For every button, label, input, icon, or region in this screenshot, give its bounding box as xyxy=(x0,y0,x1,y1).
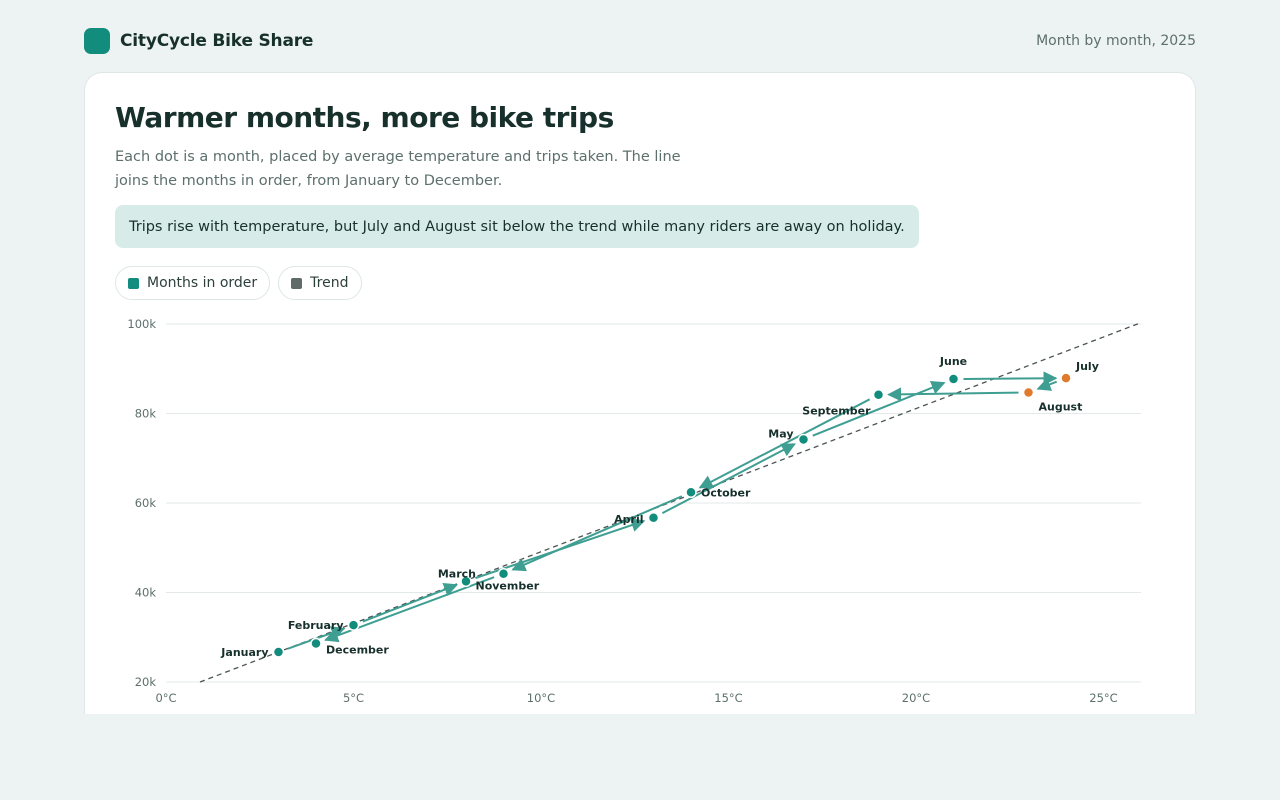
y-tick-label-80k: 80k xyxy=(135,407,157,421)
legend-label-trend: Trend xyxy=(310,275,349,291)
point-august xyxy=(1022,386,1035,399)
legend: Months in order Trend xyxy=(115,266,362,300)
point-february xyxy=(347,619,360,631)
month-points-group: January February March April May June July Augu… xyxy=(220,355,1099,659)
point-label-may: May xyxy=(768,427,793,440)
chart-subtitle: Each dot is a month, placed by average t… xyxy=(115,149,681,189)
y-tick-label-20k: 20k xyxy=(135,675,157,689)
x-tick-label-25: 25°C xyxy=(1089,691,1117,705)
legend-swatch-months-icon xyxy=(128,277,139,289)
path-segment-september-to-october xyxy=(698,398,871,489)
insight-callout: Trips rise with temperature, but July an… xyxy=(115,205,919,248)
grid-lines xyxy=(166,323,1141,683)
point-october xyxy=(685,486,697,499)
x-tick-label-20: 20°C xyxy=(902,691,930,705)
axis-labels: 20k 40k 60k 80k 100k 0°C 5°C 10°C 15°C 20°C 25°C xyxy=(127,317,1117,705)
point-label-september: September xyxy=(802,405,871,418)
path-segment-august-to-september xyxy=(887,387,1019,402)
y-tick-label-100k: 100k xyxy=(127,317,156,331)
point-july xyxy=(1060,372,1072,384)
path-segment-february-to-march xyxy=(362,582,458,623)
point-label-november: November xyxy=(476,580,540,593)
trend-line xyxy=(199,322,1142,683)
page-title: Warmer months, more bike trips xyxy=(115,101,614,134)
path-segment-october-to-november xyxy=(511,495,683,572)
brand-logo-icon xyxy=(84,28,110,54)
period-label: Month by month, 2025 xyxy=(1036,33,1196,49)
legend-label-months: Months in order xyxy=(147,275,258,291)
x-tick-label-15: 15°C xyxy=(714,691,742,705)
path-segment-november-to-december xyxy=(324,576,495,643)
point-may xyxy=(797,433,810,446)
top-bar: CityCycle Bike Share Month by month, 202… xyxy=(84,28,1196,54)
point-label-february: February xyxy=(288,619,344,632)
scatter-chart: January February March April May June July Augu… xyxy=(127,317,1142,705)
point-april xyxy=(647,512,660,524)
legend-chip-trend[interactable]: Trend xyxy=(278,266,362,300)
point-label-june: June xyxy=(939,355,967,368)
point-label-july: July xyxy=(1075,360,1099,373)
point-november xyxy=(497,567,510,580)
path-segment-may-to-june xyxy=(812,380,946,437)
path-segment-june-to-july xyxy=(963,371,1058,386)
x-tick-label-0: 0°C xyxy=(155,691,176,705)
point-label-august: August xyxy=(1039,400,1083,413)
point-label-january: January xyxy=(220,646,268,659)
point-label-april: April xyxy=(614,513,643,526)
x-tick-label-5: 5°C xyxy=(343,691,364,705)
point-march xyxy=(460,575,472,588)
month-path-group xyxy=(287,371,1058,650)
y-tick-label-40k: 40k xyxy=(135,586,157,600)
point-label-december: December xyxy=(326,644,389,657)
point-december xyxy=(310,637,322,650)
brand[interactable]: CityCycle Bike Share xyxy=(84,28,313,54)
legend-chip-months[interactable]: Months in order xyxy=(115,266,271,300)
path-segment-april-to-may xyxy=(661,443,796,515)
x-tick-label-10: 10°C xyxy=(527,691,555,705)
point-label-march: March xyxy=(438,567,476,580)
point-september xyxy=(872,388,885,401)
brand-name: CityCycle Bike Share xyxy=(120,31,314,51)
trend-line-group xyxy=(199,322,1142,683)
point-june xyxy=(947,373,960,385)
legend-swatch-trend-icon xyxy=(291,277,303,289)
chart-card: Warmer months, more bike trips Each dot … xyxy=(84,72,1196,714)
path-segment-july-to-august xyxy=(1036,377,1058,391)
point-january xyxy=(272,646,285,658)
point-label-october: October xyxy=(701,486,751,499)
y-tick-label-60k: 60k xyxy=(135,496,157,510)
